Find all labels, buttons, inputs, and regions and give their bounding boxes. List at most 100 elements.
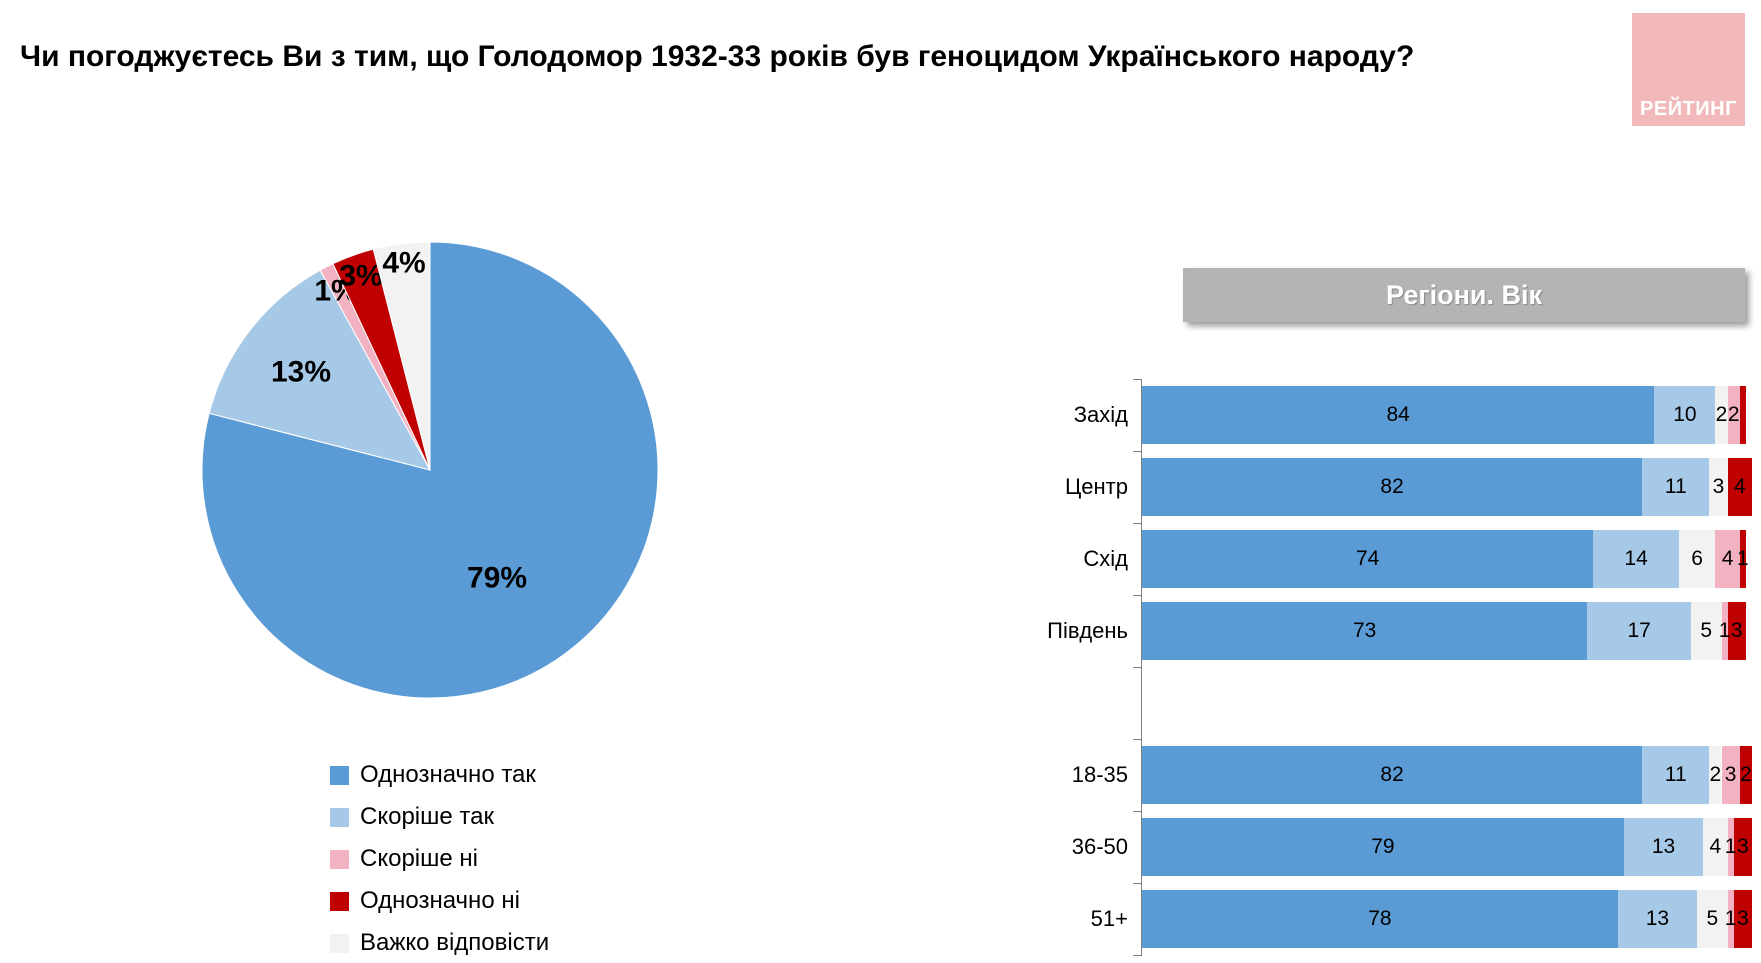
rating-logo-text: РЕЙТИНГ — [1640, 98, 1737, 120]
bar-segment-hard_to_say: 6 — [1678, 530, 1716, 588]
legend-label: Важко відповісти — [360, 929, 550, 956]
bar-segment-hard_to_say: 5 — [1697, 890, 1728, 948]
axis-tick — [1133, 379, 1142, 380]
bar-segment-hard_to_say: 3 — [1709, 458, 1728, 516]
bar-segment-definitely_yes: 82 — [1142, 746, 1643, 804]
bar-segment-label: 82 — [1380, 475, 1404, 498]
bar-segment-definitely_no: 1 — [1737, 530, 1749, 588]
bar-segment-rather_yes: 17 — [1587, 602, 1691, 660]
pie-data-label: 4% — [382, 247, 425, 280]
legend-item: Важко відповісти — [330, 922, 549, 963]
bar-row-label: 51+ — [1090, 906, 1128, 931]
axis-tick — [1133, 739, 1142, 740]
bar-segment-definitely_yes: 73 — [1142, 602, 1588, 660]
bar-segment-rather_no: 3 — [1721, 746, 1740, 804]
pie-slice-rather_yes — [208, 269, 431, 471]
bar-segment-rather_no: 1 — [1724, 818, 1737, 876]
rating-logo: РЕЙТИНГ — [1632, 13, 1745, 126]
bar-segment-rather_yes: 10 — [1654, 386, 1716, 444]
bar-segment-definitely_no: 3 — [1733, 890, 1752, 948]
bar-segment-definitely_no — [1739, 386, 1746, 444]
bar-segment-definitely_yes: 78 — [1142, 890, 1618, 948]
bar-segment-label: 2 — [1715, 403, 1728, 426]
axis-tick — [1133, 811, 1142, 812]
bar-segment-rather_no: 1 — [1725, 890, 1736, 948]
section-header-label: Регіони. Вік — [1385, 280, 1542, 310]
bar-segment-definitely_no: 2 — [1739, 746, 1752, 804]
bar-segment-hard_to_say: 5 — [1691, 602, 1722, 660]
bar-row-label: Схід — [1083, 546, 1128, 571]
bar-segment-definitely_no: 3 — [1733, 818, 1752, 876]
bar-segment-definitely_yes: 79 — [1142, 818, 1624, 876]
bar-segment-definitely_no: 3 — [1727, 602, 1746, 660]
bar-segment-label: 73 — [1352, 619, 1377, 642]
bar-segment-rather_yes: 13 — [1617, 890, 1698, 948]
bar-segment-label: 14 — [1624, 547, 1648, 570]
legend-item: Скоріше ні — [330, 838, 549, 880]
bar-row-label: Південь — [1047, 618, 1128, 643]
bar-segment-label: 82 — [1380, 763, 1404, 786]
legend-label: Однозначно ні — [360, 887, 520, 914]
legend-swatch-hard_to_say — [330, 933, 349, 953]
page-title: Чи погоджуєтесь Ви з тим, що Голодомор 1… — [20, 40, 1415, 73]
bar-segment-label: 78 — [1368, 907, 1392, 930]
pie-data-label: 79% — [467, 562, 527, 595]
axis-tick — [1133, 955, 1142, 956]
pie-slice-hard_to_say — [372, 241, 431, 471]
bar-segment-definitely_yes: 74 — [1142, 530, 1594, 588]
axis-tick — [1133, 595, 1142, 596]
bar-segment-definitely_yes: 82 — [1142, 458, 1643, 516]
bar-segment-label: 13 — [1645, 907, 1670, 930]
bar-segment-definitely_no: 4 — [1727, 458, 1752, 516]
bar-segment-label: 2 — [1727, 403, 1740, 426]
bar-segment-label: 10 — [1673, 403, 1697, 426]
legend-label: Скоріше так — [360, 803, 494, 830]
bar-segment-label: 13 — [1651, 835, 1676, 858]
bar-segment-definitely_yes: 84 — [1142, 386, 1655, 444]
legend-swatch-definitely_yes — [330, 765, 349, 785]
bar-segment-rather_no: 2 — [1727, 386, 1740, 444]
bar-segment-label: 3 — [1724, 763, 1737, 786]
bar-segment-label: 4 — [1709, 835, 1722, 858]
bar-segment-label: 4 — [1733, 475, 1746, 498]
legend-swatch-definitely_no — [330, 891, 349, 911]
bar-segment-label: 6 — [1691, 547, 1703, 570]
bar-segment-label: 74 — [1356, 547, 1380, 570]
bar-row-label: Центр — [1065, 474, 1128, 499]
bar-segment-hard_to_say: 4 — [1703, 818, 1728, 876]
bar-segment-label: 1 — [1737, 547, 1749, 570]
bar-segment-label: 3 — [1730, 619, 1743, 642]
pie-legend: Однозначно так Скоріше так Скоріше ні Одноз… — [330, 754, 549, 963]
bar-segment-rather_yes: 13 — [1623, 818, 1704, 876]
bar-segment-hard_to_say: 2 — [1709, 746, 1722, 804]
legend-swatch-rather_no — [330, 849, 349, 869]
legend-label: Скоріше ні — [360, 845, 478, 872]
bar-segment-label: 1 — [1724, 835, 1737, 858]
bar-segment-label: 4 — [1721, 547, 1734, 570]
bar-row-label: Захід — [1073, 402, 1128, 427]
bar-segment-rather_no: 1 — [1719, 602, 1730, 660]
axis-tick — [1133, 451, 1142, 452]
bar-segment-label: 17 — [1627, 619, 1651, 642]
bar-segment-label: 5 — [1706, 907, 1719, 930]
legend-item: Однозначно так — [330, 754, 549, 796]
bar-segment-rather_yes: 11 — [1642, 458, 1710, 516]
axis-tick — [1133, 883, 1142, 884]
pie-data-label: 13% — [271, 356, 331, 389]
bar-segment-rather_yes: 14 — [1593, 530, 1679, 588]
bar-row-label: 36-50 — [1071, 834, 1128, 859]
legend-swatch-rather_yes — [330, 807, 349, 827]
bar-segment-label: 3 — [1736, 907, 1749, 930]
bar-segment-label: 2 — [1740, 763, 1752, 786]
legend-item: Однозначно ні — [330, 880, 549, 922]
legend-item: Скоріше так — [330, 796, 549, 838]
pie-data-label: 3% — [339, 260, 382, 293]
bar-row-label: 18-35 — [1071, 762, 1128, 787]
bar-segment-rather_no: 4 — [1715, 530, 1740, 588]
bar-segment-hard_to_say: 2 — [1715, 386, 1728, 444]
bar-segment-label: 11 — [1664, 475, 1687, 498]
legend-label: Однозначно так — [360, 761, 536, 788]
